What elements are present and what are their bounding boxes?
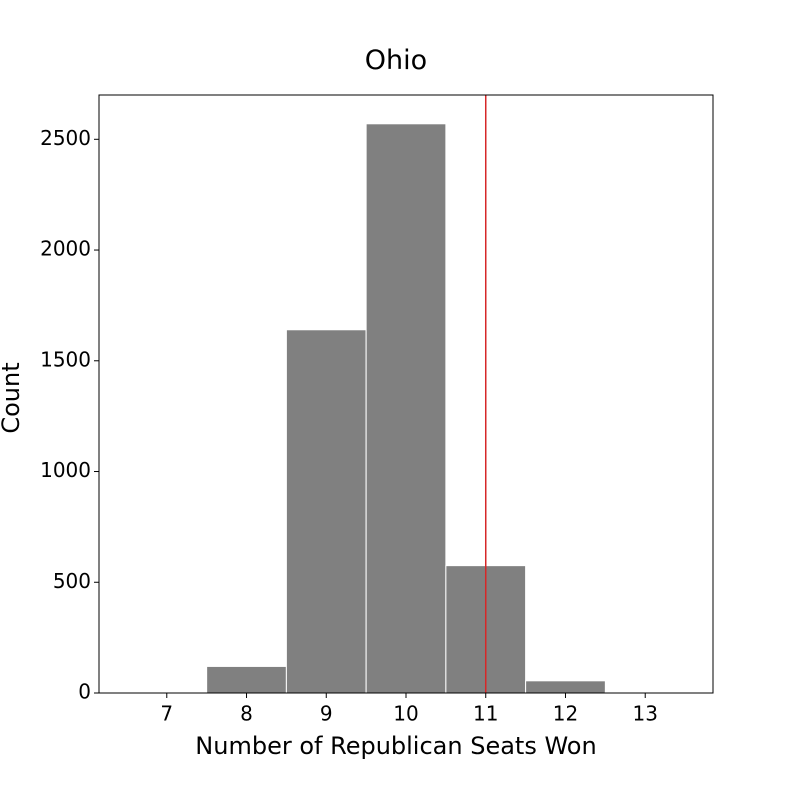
- y-tick-label: 500: [53, 569, 91, 593]
- bar-9: [285, 329, 367, 694]
- chart-title: Ohio: [365, 45, 427, 76]
- bars-layer: [126, 123, 686, 694]
- y-axis-label: Count: [0, 362, 25, 433]
- x-tick-label: 13: [632, 702, 657, 726]
- x-tick-label: 12: [553, 702, 578, 726]
- y-tick-label: 0: [78, 680, 91, 704]
- bar-12: [525, 680, 606, 694]
- y-tick-label: 1000: [40, 458, 91, 482]
- y-tick-label: 1500: [40, 347, 91, 371]
- x-tick-label: 7: [160, 702, 173, 726]
- x-tick-label: 9: [320, 702, 333, 726]
- y-tick-label: 2500: [40, 126, 91, 150]
- bar-8: [206, 665, 287, 694]
- y-tick-label: 2000: [40, 237, 91, 261]
- x-axis-label: Number of Republican Seats Won: [195, 732, 596, 760]
- y-axis: 0 500 1000 1500 2000 2500: [40, 126, 99, 704]
- x-tick-label: 10: [393, 702, 418, 726]
- x-tick-label: 11: [473, 702, 498, 726]
- bar-10: [365, 123, 447, 694]
- x-tick-label: 8: [240, 702, 253, 726]
- x-axis: 7 8 9 10 11 12 13: [160, 693, 658, 726]
